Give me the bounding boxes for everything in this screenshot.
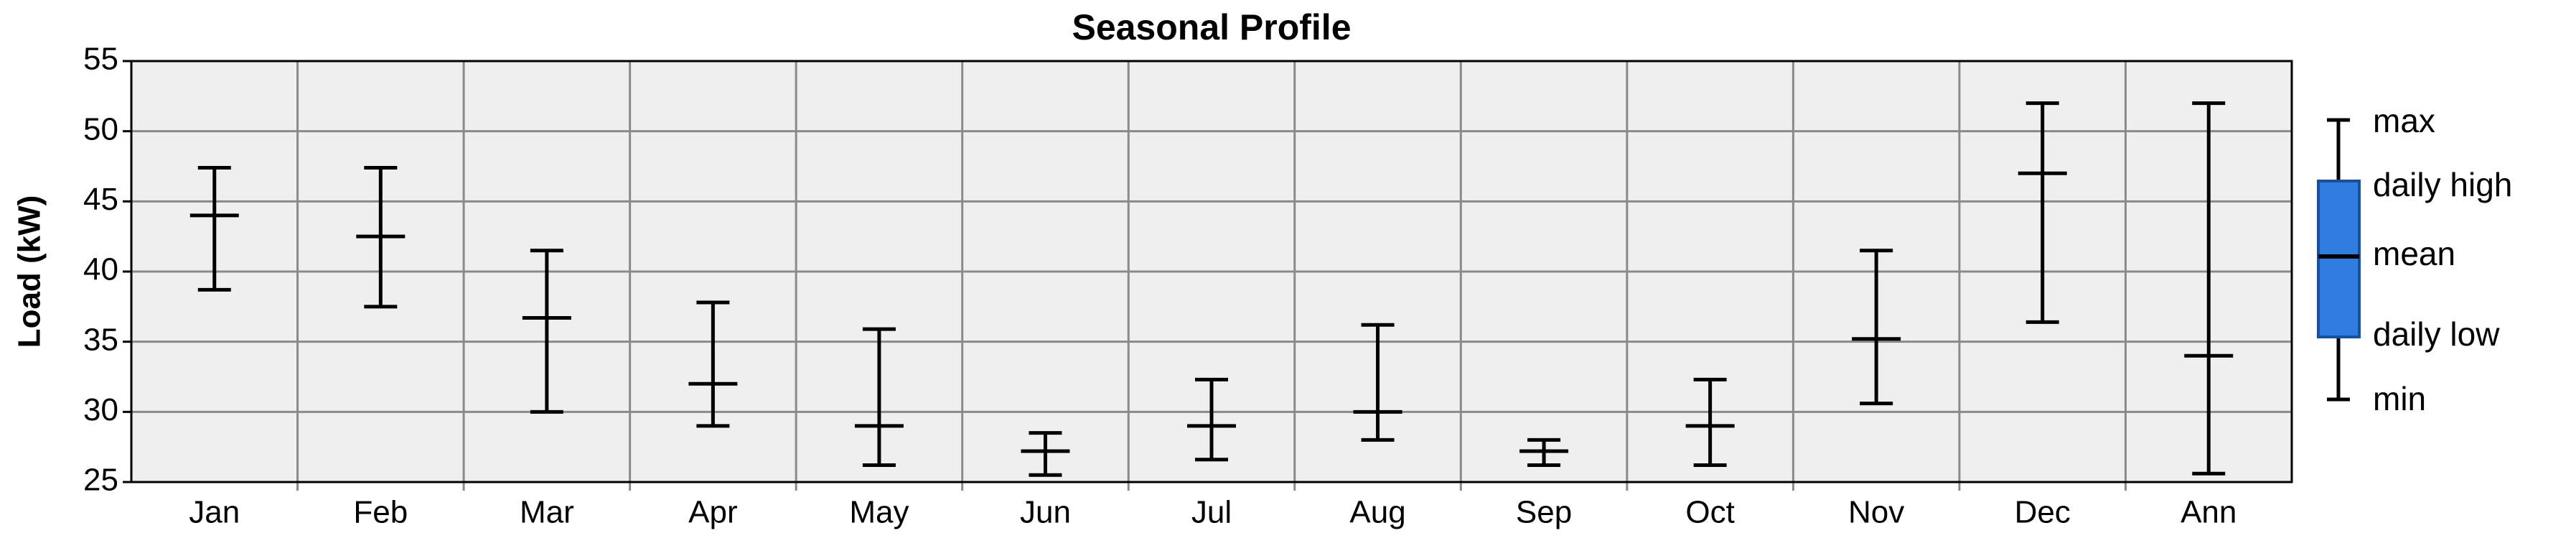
y-tick-label: 35 [83, 322, 118, 357]
x-tick-label: Mar [520, 495, 574, 530]
legend-label: daily high [2373, 166, 2512, 203]
y-tick-label: 30 [83, 392, 118, 427]
legend-box [2317, 180, 2361, 338]
y-tick-label: 45 [83, 182, 118, 217]
x-tick-label: Jun [1020, 495, 1071, 530]
y-tick-label: 40 [83, 252, 118, 287]
x-tick-label: May [849, 495, 909, 530]
x-tick-label: Dec [2015, 495, 2071, 530]
y-axis-label: Load (kW) [12, 195, 47, 348]
chart-title: Seasonal Profile [1072, 7, 1351, 47]
x-tick-label: Apr [688, 495, 737, 530]
x-tick-label: Jan [189, 495, 240, 530]
x-tick-label: Sep [1516, 495, 1572, 530]
legend-label: mean [2373, 235, 2455, 272]
x-tick-label: Jul [1191, 495, 1232, 530]
x-tick-label: Oct [1685, 495, 1734, 530]
x-tick-label: Nov [1848, 495, 1904, 530]
y-tick-label: 50 [83, 111, 118, 147]
legend-label: max [2373, 102, 2435, 139]
legend-label: min [2373, 380, 2426, 417]
y-tick-label: 25 [83, 463, 118, 498]
x-tick-label: Feb [353, 495, 408, 530]
x-tick-label: Aug [1349, 495, 1405, 530]
legend-label: daily low [2373, 315, 2500, 353]
y-tick-label: 55 [83, 42, 118, 77]
plot-frame [130, 60, 2293, 483]
x-tick-label: Ann [2181, 495, 2237, 530]
